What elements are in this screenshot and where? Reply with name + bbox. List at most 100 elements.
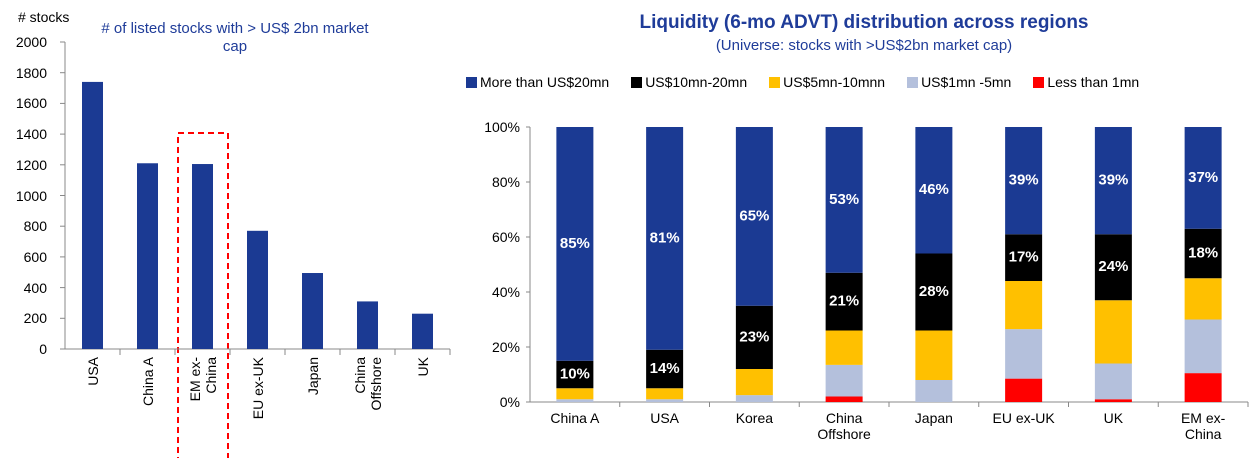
bar-segment: [1005, 127, 1043, 235]
legend-swatch: [631, 76, 643, 88]
bar-segment: [1005, 234, 1043, 281]
bar-segment: [825, 272, 863, 331]
y-tick-label: 800: [23, 218, 47, 235]
y-axis-label: # stocks: [18, 9, 70, 25]
value-label: 85%: [560, 235, 590, 252]
bar-segment: [1005, 281, 1043, 330]
y-tick-label: 1200: [15, 156, 47, 173]
bar-segment: [1184, 373, 1222, 402]
x-tick-label: EM ex-China: [1180, 410, 1226, 442]
x-tick-label: Japan: [304, 357, 321, 396]
legend-label: US$1mn -5mn: [921, 74, 1012, 90]
chart-title: # of listed stocks with > US$ 2bn market…: [101, 20, 369, 55]
value-label: 21%: [829, 293, 859, 310]
bar-segment: [556, 127, 594, 361]
y-tick-label: 40%: [491, 284, 520, 300]
bar: [82, 81, 103, 349]
y-tick-label: 200: [23, 310, 47, 327]
legend-label: More than US$20mn: [480, 74, 610, 90]
value-label: 81%: [650, 229, 680, 246]
value-label: 37%: [1188, 169, 1218, 186]
y-tick-label: 1000: [15, 187, 47, 204]
value-label: 28%: [919, 283, 949, 300]
x-tick-label: Korea: [735, 410, 774, 426]
bar-segment: [556, 399, 594, 402]
value-label: 65%: [739, 207, 769, 224]
x-tick-label: Japan: [914, 410, 953, 426]
y-tick-label: 1400: [15, 126, 47, 143]
bar-segment: [1094, 300, 1132, 364]
bar-segment: [1184, 228, 1222, 279]
value-label: 18%: [1188, 244, 1218, 261]
value-label: 24%: [1098, 258, 1128, 275]
value-label: 14%: [650, 360, 680, 377]
highlight-box: [177, 132, 229, 458]
bar: [137, 163, 158, 349]
legend-label: US$5mn-10mnn: [783, 74, 886, 90]
y-tick-label: 20%: [491, 339, 520, 355]
bar-segment: [556, 360, 594, 389]
x-tick-label: EM ex-China: [186, 357, 219, 402]
bar-segment: [646, 349, 684, 389]
legend-label: US$10mn-20mn: [645, 74, 748, 90]
y-tick-label: 80%: [491, 174, 520, 190]
legend: More than US$20mn US$10mn-20mn US$5mn-10mn…: [466, 74, 1139, 90]
bar-segment: [1094, 399, 1132, 402]
bar-segment: [646, 127, 684, 350]
y-tick-label: 100%: [484, 119, 520, 135]
legend-item: US$1mn -5mn: [907, 74, 1011, 90]
legend-label: Less than 1mn: [1047, 74, 1140, 90]
bar: [357, 301, 378, 349]
bar-segment: [825, 127, 863, 273]
x-tick-label: USA: [650, 410, 680, 426]
bar-segment: [1005, 378, 1043, 402]
x-tick-label: UK: [414, 357, 431, 377]
y-tick-label: 400: [23, 279, 47, 296]
bar-segment: [1184, 319, 1222, 374]
y-tick-label: 0%: [499, 394, 520, 410]
bar-segment: [915, 380, 953, 402]
legend-swatch: [1033, 76, 1045, 88]
bar-segment: [915, 253, 953, 331]
x-tick-label: China Offshore: [817, 410, 871, 442]
x-tick-label: China A: [139, 357, 156, 407]
legend-item: Less than 1mn: [1033, 74, 1139, 90]
y-tick-label: 0: [39, 341, 47, 357]
chart-title: Liquidity (6-mo ADVT) distribution acros…: [639, 12, 1089, 33]
y-tick-label: 1800: [15, 64, 47, 81]
bar-segment: [735, 395, 773, 402]
bar-segment: [556, 388, 594, 400]
legend-swatch: [466, 76, 477, 88]
bar-segment: [1005, 329, 1043, 379]
bar: [192, 164, 213, 349]
bar-segment: [825, 330, 863, 365]
legend-swatch: [907, 76, 919, 88]
bar-segment: [825, 396, 863, 402]
bar: [247, 230, 268, 349]
bar-segment: [646, 388, 684, 400]
y-tick-label: 1600: [15, 95, 47, 112]
bar-segment: [825, 364, 863, 397]
y-tick-label: 2000: [15, 34, 47, 50]
legend-swatch: [769, 76, 781, 88]
legend-item: US$5mn-10mnn: [769, 74, 885, 90]
x-tick-label: USA: [84, 357, 101, 386]
x-tick-label: EU ex-UK: [992, 410, 1055, 426]
bar-segment: [1094, 127, 1132, 235]
bar-segment: [735, 305, 773, 369]
value-label: 23%: [739, 328, 769, 345]
x-tick-label: China Offshore: [351, 357, 384, 411]
legend-item: US$10mn-20mn: [631, 74, 747, 90]
bar-segment: [1184, 127, 1222, 229]
bar-segment: [646, 399, 684, 402]
bar-segment: [735, 127, 773, 306]
value-label: 53%: [829, 191, 859, 208]
x-tick-label: UK: [1103, 410, 1124, 426]
x-tick-label: China A: [550, 410, 600, 426]
bar-segment: [1094, 363, 1132, 400]
legend-item: More than US$20mn: [466, 74, 609, 90]
bar-segment: [915, 330, 953, 380]
y-tick-label: 60%: [491, 229, 520, 245]
bar-segment: [915, 127, 953, 254]
